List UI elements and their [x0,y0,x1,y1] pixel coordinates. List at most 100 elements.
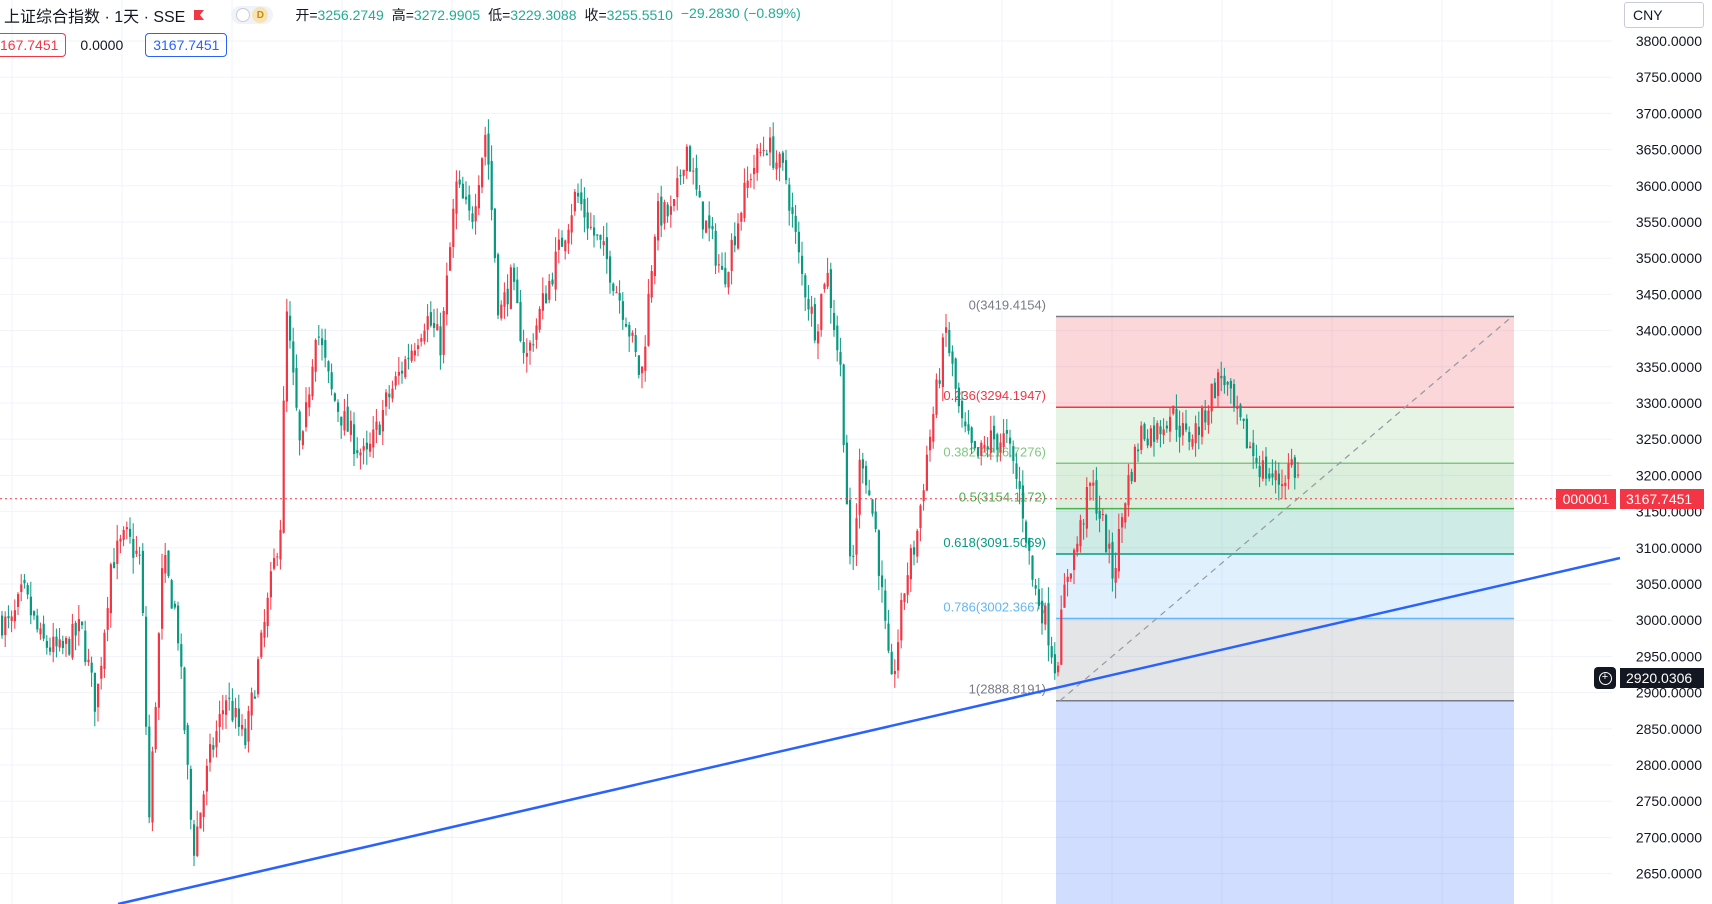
candle-body [429,312,432,326]
candle-body [1268,473,1271,479]
candle-body [1069,573,1072,579]
candle-body [1137,449,1140,452]
candle-body [244,728,247,746]
candlesticks[interactable] [1,119,1300,867]
candle-body [10,616,13,621]
candle-body [346,406,349,432]
candle-body [106,608,109,630]
trend-line[interactable] [117,556,1621,904]
add-alert-button[interactable]: + [1594,667,1616,689]
candle-body [1293,457,1296,478]
candle-body [449,247,452,271]
candle-body [1265,456,1268,479]
fib-retracement[interactable]: 0(3419.4154) 0.236(3294.1947) 0.382(3216.7… [943,298,1514,904]
symbol-title[interactable]: 上证综合指数 · 1天 · SSE [4,9,186,26]
candle-body [356,450,359,454]
candle-body [420,338,423,342]
fib-level-label: 0.786(3002.3667) [943,599,1046,614]
candle-body [897,642,900,671]
candle-body [1287,463,1290,480]
candle-body [1226,382,1229,385]
candle-body [314,339,317,372]
candle-body [129,528,132,537]
candle-body [791,207,794,215]
candle-body [673,198,676,206]
candle-body [941,337,944,388]
candle-body [1140,425,1143,450]
candle-body [253,696,256,699]
candle-body [1149,428,1152,447]
candle-body [679,175,682,177]
candle-body [602,241,605,246]
candle-body [81,621,84,626]
candle-body [209,744,212,763]
candle-body [279,529,282,560]
candle-body [199,812,202,829]
candle-body [263,622,266,638]
candle-body [893,671,896,675]
candle-body [212,745,215,750]
candle-body [548,280,551,300]
candle-body [868,490,871,496]
candle-body [321,338,324,346]
price-tick-label: 2850.0000 [1636,721,1702,737]
candle-body [580,192,583,205]
candle-body [1290,459,1293,466]
candle-body [701,201,704,230]
candle-body [964,421,967,427]
candle-body [561,237,564,247]
candle-body [247,711,250,742]
candle-body [826,272,829,287]
candle-body [1258,465,1261,478]
market-status-pill[interactable]: D [231,6,274,24]
candle-body [1165,425,1168,429]
candle-body [817,331,820,344]
candle-body [781,152,784,163]
candle-body [676,178,679,198]
candle-body [705,220,708,233]
candle-body [657,201,660,241]
candle-body [858,459,861,515]
candle-body [589,226,592,228]
price-tick-label: 3350.0000 [1636,359,1702,375]
candle-body [852,555,855,557]
candle-body [1271,473,1274,478]
candle-body [87,659,90,663]
candle-body [916,530,919,557]
candle-body [612,283,615,291]
candle-body [1105,514,1108,553]
candle-body [407,357,410,360]
price-tick-label: 3050.0000 [1636,576,1702,592]
candle-body [925,454,928,491]
flag-icon[interactable] [193,9,205,21]
candle-body [1297,474,1300,476]
candle-body [1281,484,1284,487]
currency-selector[interactable]: CNY [1624,2,1704,28]
candle-body [116,540,119,564]
candle-body [330,372,333,390]
candle-body [241,725,244,730]
candle-body [973,441,976,449]
price-tick-label: 3400.0000 [1636,323,1702,339]
candle-body [471,213,474,222]
candle-body [349,420,352,435]
candle-body [45,640,48,648]
candle-body [369,443,372,452]
candle-body [74,622,77,636]
price-tick-label: 3500.0000 [1636,250,1702,266]
candle-body [1021,485,1024,519]
status-dot-icon [236,8,251,22]
candle-body [756,148,759,173]
candle-body [615,292,618,294]
candle-body [452,208,455,247]
candle-body [234,707,237,718]
candle-body [513,267,516,282]
plus-circle-icon: + [1598,671,1612,685]
candle-body [842,364,845,445]
candle-body [986,446,989,450]
candle-body [660,196,663,226]
candle-body [404,359,407,378]
candle-body [1249,446,1252,448]
candle-body [1034,585,1037,589]
